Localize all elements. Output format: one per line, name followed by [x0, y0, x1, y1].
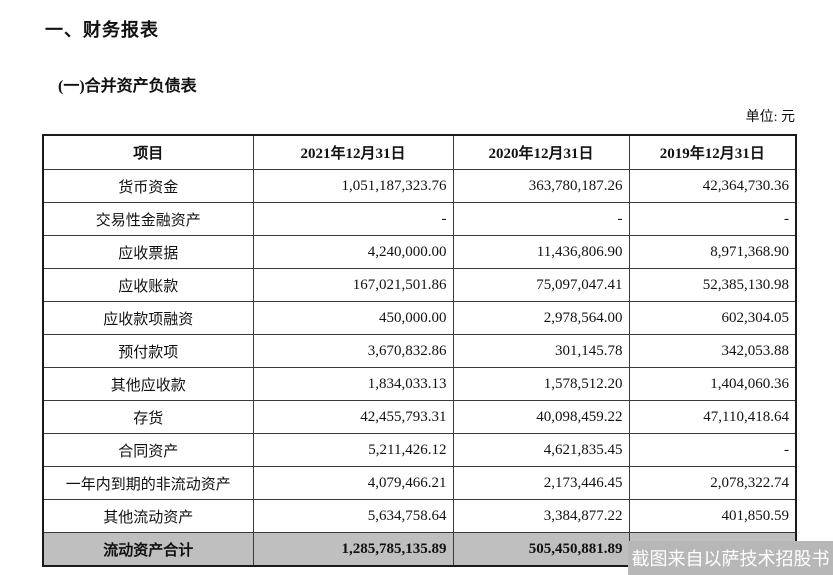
value-cell: 1,404,060.36	[628, 367, 797, 401]
value-cell: 3,384,877.22	[452, 499, 630, 533]
value-cell: 4,079,466.21	[252, 466, 454, 500]
table-row: 应收票据 4,240,000.00 11,436,806.90 8,971,36…	[42, 235, 797, 269]
value-cell: 1,051,187,323.76	[252, 169, 454, 203]
header-cell-2019: 2019年12月31日	[628, 134, 797, 170]
header-cell-item: 项目	[42, 134, 254, 170]
header-cell-2021: 2021年12月31日	[252, 134, 454, 170]
value-cell: -	[628, 202, 797, 236]
value-cell: 602,304.05	[628, 301, 797, 335]
value-cell: 1,578,512.20	[452, 367, 630, 401]
value-cell: 11,436,806.90	[452, 235, 630, 269]
value-cell: 2,078,322.74	[628, 466, 797, 500]
value-cell: 363,780,187.26	[452, 169, 630, 203]
value-cell: 2,978,564.00	[452, 301, 630, 335]
value-cell: -	[252, 202, 454, 236]
table-row: 应收款项融资 450,000.00 2,978,564.00 602,304.0…	[42, 301, 797, 335]
value-cell: 40,098,459.22	[452, 400, 630, 434]
item-cell: 应收账款	[42, 268, 254, 302]
value-cell: 342,053.88	[628, 334, 797, 368]
watermark-overlay: 截图来自以萨技术招股书	[628, 541, 833, 575]
total-item-cell: 流动资产合计	[42, 532, 254, 567]
value-cell: -	[628, 433, 797, 467]
table-row: 交易性金融资产 - - -	[42, 202, 797, 236]
table-row: 一年内到期的非流动资产 4,079,466.21 2,173,446.45 2,…	[42, 466, 797, 500]
value-cell: 75,097,047.41	[452, 268, 630, 302]
table-row: 其他流动资产 5,634,758.64 3,384,877.22 401,850…	[42, 499, 797, 533]
value-cell: 52,385,130.98	[628, 268, 797, 302]
subsection-title: (一)合并资产负债表	[58, 78, 197, 95]
value-cell: 4,621,835.45	[452, 433, 630, 467]
header-cell-2020: 2020年12月31日	[452, 134, 630, 170]
item-cell: 合同资产	[42, 433, 254, 467]
value-cell: 2,173,446.45	[452, 466, 630, 500]
table-row: 存货 42,455,793.31 40,098,459.22 47,110,41…	[42, 400, 797, 434]
unit-label: 单位: 元	[745, 110, 795, 125]
table-row: 货币资金 1,051,187,323.76 363,780,187.26 42,…	[42, 169, 797, 203]
total-value-cell: 1,285,785,135.89	[252, 532, 454, 567]
value-cell: 42,455,793.31	[252, 400, 454, 434]
item-cell: 存货	[42, 400, 254, 434]
item-cell: 应收款项融资	[42, 301, 254, 335]
item-cell: 其他应收款	[42, 367, 254, 401]
total-value-cell: 505,450,881.89	[452, 532, 630, 567]
value-cell: 450,000.00	[252, 301, 454, 335]
table-row: 合同资产 5,211,426.12 4,621,835.45 -	[42, 433, 797, 467]
item-cell: 交易性金融资产	[42, 202, 254, 236]
value-cell: 8,971,368.90	[628, 235, 797, 269]
value-cell: 42,364,730.36	[628, 169, 797, 203]
value-cell: 167,021,501.86	[252, 268, 454, 302]
section-title: 一、财务报表	[45, 20, 159, 40]
value-cell: 401,850.59	[628, 499, 797, 533]
value-cell: 301,145.78	[452, 334, 630, 368]
value-cell: 5,211,426.12	[252, 433, 454, 467]
table-header-row: 项目 2021年12月31日 2020年12月31日 2019年12月31日	[42, 134, 797, 170]
value-cell: -	[452, 202, 630, 236]
item-cell: 应收票据	[42, 235, 254, 269]
table-row: 预付款项 3,670,832.86 301,145.78 342,053.88	[42, 334, 797, 368]
item-cell: 货币资金	[42, 169, 254, 203]
value-cell: 1,834,033.13	[252, 367, 454, 401]
value-cell: 4,240,000.00	[252, 235, 454, 269]
item-cell: 预付款项	[42, 334, 254, 368]
value-cell: 5,634,758.64	[252, 499, 454, 533]
item-cell: 其他流动资产	[42, 499, 254, 533]
value-cell: 47,110,418.64	[628, 400, 797, 434]
balance-sheet-table: 项目 2021年12月31日 2020年12月31日 2019年12月31日 货…	[42, 134, 797, 567]
table-row: 应收账款 167,021,501.86 75,097,047.41 52,385…	[42, 268, 797, 302]
value-cell: 3,670,832.86	[252, 334, 454, 368]
item-cell: 一年内到期的非流动资产	[42, 466, 254, 500]
table-row: 其他应收款 1,834,033.13 1,578,512.20 1,404,06…	[42, 367, 797, 401]
